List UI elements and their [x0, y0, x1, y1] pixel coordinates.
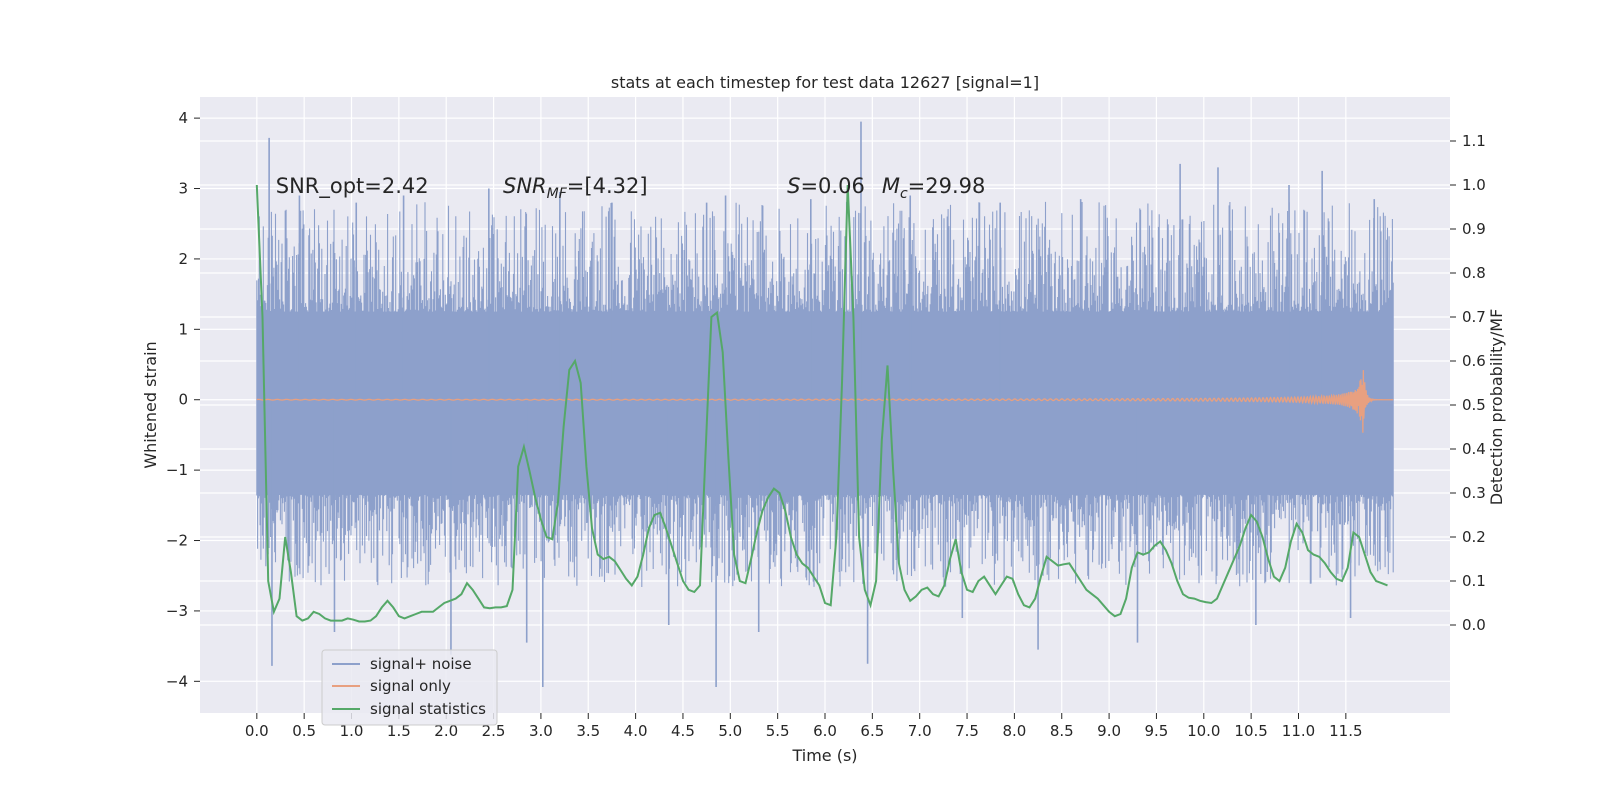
y-left-tick-label: −3	[166, 602, 188, 620]
series-signal-plus-noise	[256, 121, 1394, 687]
x-tick-label: 4.5	[671, 722, 695, 740]
y-right-tick-label: 0.2	[1462, 528, 1486, 546]
x-tick-label: 7.5	[955, 722, 979, 740]
y-right-tick-label: 0.7	[1462, 308, 1486, 326]
x-tick-label: 3.0	[529, 722, 553, 740]
legend-label-noise: signal+ noise	[370, 655, 472, 673]
y-right-tick-label: 1.0	[1462, 176, 1486, 194]
y-axis-label-left: Whitened strain	[141, 341, 160, 468]
y-right-tick-label: 0.3	[1462, 484, 1486, 502]
annotation-text: SNRMF=[4.32]	[503, 174, 648, 202]
y-right-tick-label: 0.4	[1462, 440, 1486, 458]
x-tick-label: 1.0	[340, 722, 364, 740]
y-left-tick-label: −2	[166, 532, 188, 550]
x-tick-label: 2.0	[434, 722, 458, 740]
y-left-tick-label: −4	[166, 672, 188, 690]
stats-line	[255, 184, 1388, 623]
y-right-tick-label: 0.8	[1462, 264, 1486, 282]
chart-title: stats at each timestep for test data 126…	[611, 73, 1039, 92]
x-tick-label: 0.5	[292, 722, 316, 740]
legend-label-stats: signal statistics	[370, 700, 486, 718]
x-tick-label: 10.0	[1187, 722, 1220, 740]
x-tick-label: 11.5	[1329, 722, 1362, 740]
x-tick-label: 8.0	[1002, 722, 1026, 740]
x-tick-label: 9.5	[1145, 722, 1169, 740]
x-tick-label: 0.0	[245, 722, 269, 740]
x-tick-label: 11.0	[1282, 722, 1315, 740]
y-left-tick-label: 2	[178, 250, 188, 268]
annotation-text: Mc=29.98	[882, 174, 986, 202]
legend-box	[321, 649, 498, 726]
noise-core-band	[256, 311, 1394, 495]
x-tick-label: 9.0	[1097, 722, 1121, 740]
y-axis-label-right: Detection probability/MF	[1487, 309, 1506, 506]
y-left-tick-label: −1	[166, 461, 188, 479]
annotation-text: S=0.06	[787, 174, 865, 198]
x-axis-ticks: 0.0 0.5 1.0 1.5 2.0 2.5 3.0 3.5 4.0 4.5 5.0 5.5 6.0 6…	[245, 713, 1363, 740]
legend: signal+ noise signal only signal statist…	[321, 649, 498, 726]
x-tick-label: 4.0	[624, 722, 648, 740]
x-tick-label: 6.0	[813, 722, 837, 740]
y-left-tick-label: 3	[178, 180, 188, 198]
y-right-tick-label: 0.0	[1462, 616, 1486, 634]
x-tick-label: 3.5	[576, 722, 600, 740]
y-right-tick-label: 0.6	[1462, 352, 1486, 370]
y-left-tick-label: 1	[178, 320, 188, 338]
x-tick-label: 1.5	[387, 722, 411, 740]
x-tick-label: 5.5	[766, 722, 790, 740]
y-left-tick-label: 4	[178, 109, 188, 127]
x-tick-label: 6.5	[860, 722, 884, 740]
x-tick-label: 8.5	[1050, 722, 1074, 740]
annotation-text: SNR_opt=2.42	[276, 174, 429, 199]
y-right-tick-label: 0.9	[1462, 220, 1486, 238]
series-signal-only	[256, 370, 1394, 433]
signal-trace	[256, 370, 1394, 433]
x-axis-label: Time (s)	[791, 746, 857, 765]
series-signal-statistics	[255, 184, 1388, 623]
x-tick-label: 7.0	[908, 722, 932, 740]
y-right-tick-label: 1.1	[1462, 132, 1486, 150]
x-tick-label: 5.0	[718, 722, 742, 740]
y-left-tick-label: 0	[178, 391, 188, 409]
x-tick-label: 10.5	[1234, 722, 1267, 740]
y-right-tick-label: 0.5	[1462, 396, 1486, 414]
y-right-axis-ticks: 0.0 0.1 0.2 0.3 0.4 0.5 0.6 0.7 0.8 0.9 1.0 1.1	[1450, 132, 1486, 634]
legend-label-signal: signal only	[370, 677, 451, 695]
y-left-axis-ticks: −4 −3 −2 −1 0 1 2 3 4	[166, 109, 200, 690]
annotations: SNR_opt=2.42 SNRMF=[4.32] S=0.06 Mc=29.98	[276, 174, 986, 202]
y-right-tick-label: 0.1	[1462, 572, 1486, 590]
x-tick-label: 2.5	[482, 722, 506, 740]
